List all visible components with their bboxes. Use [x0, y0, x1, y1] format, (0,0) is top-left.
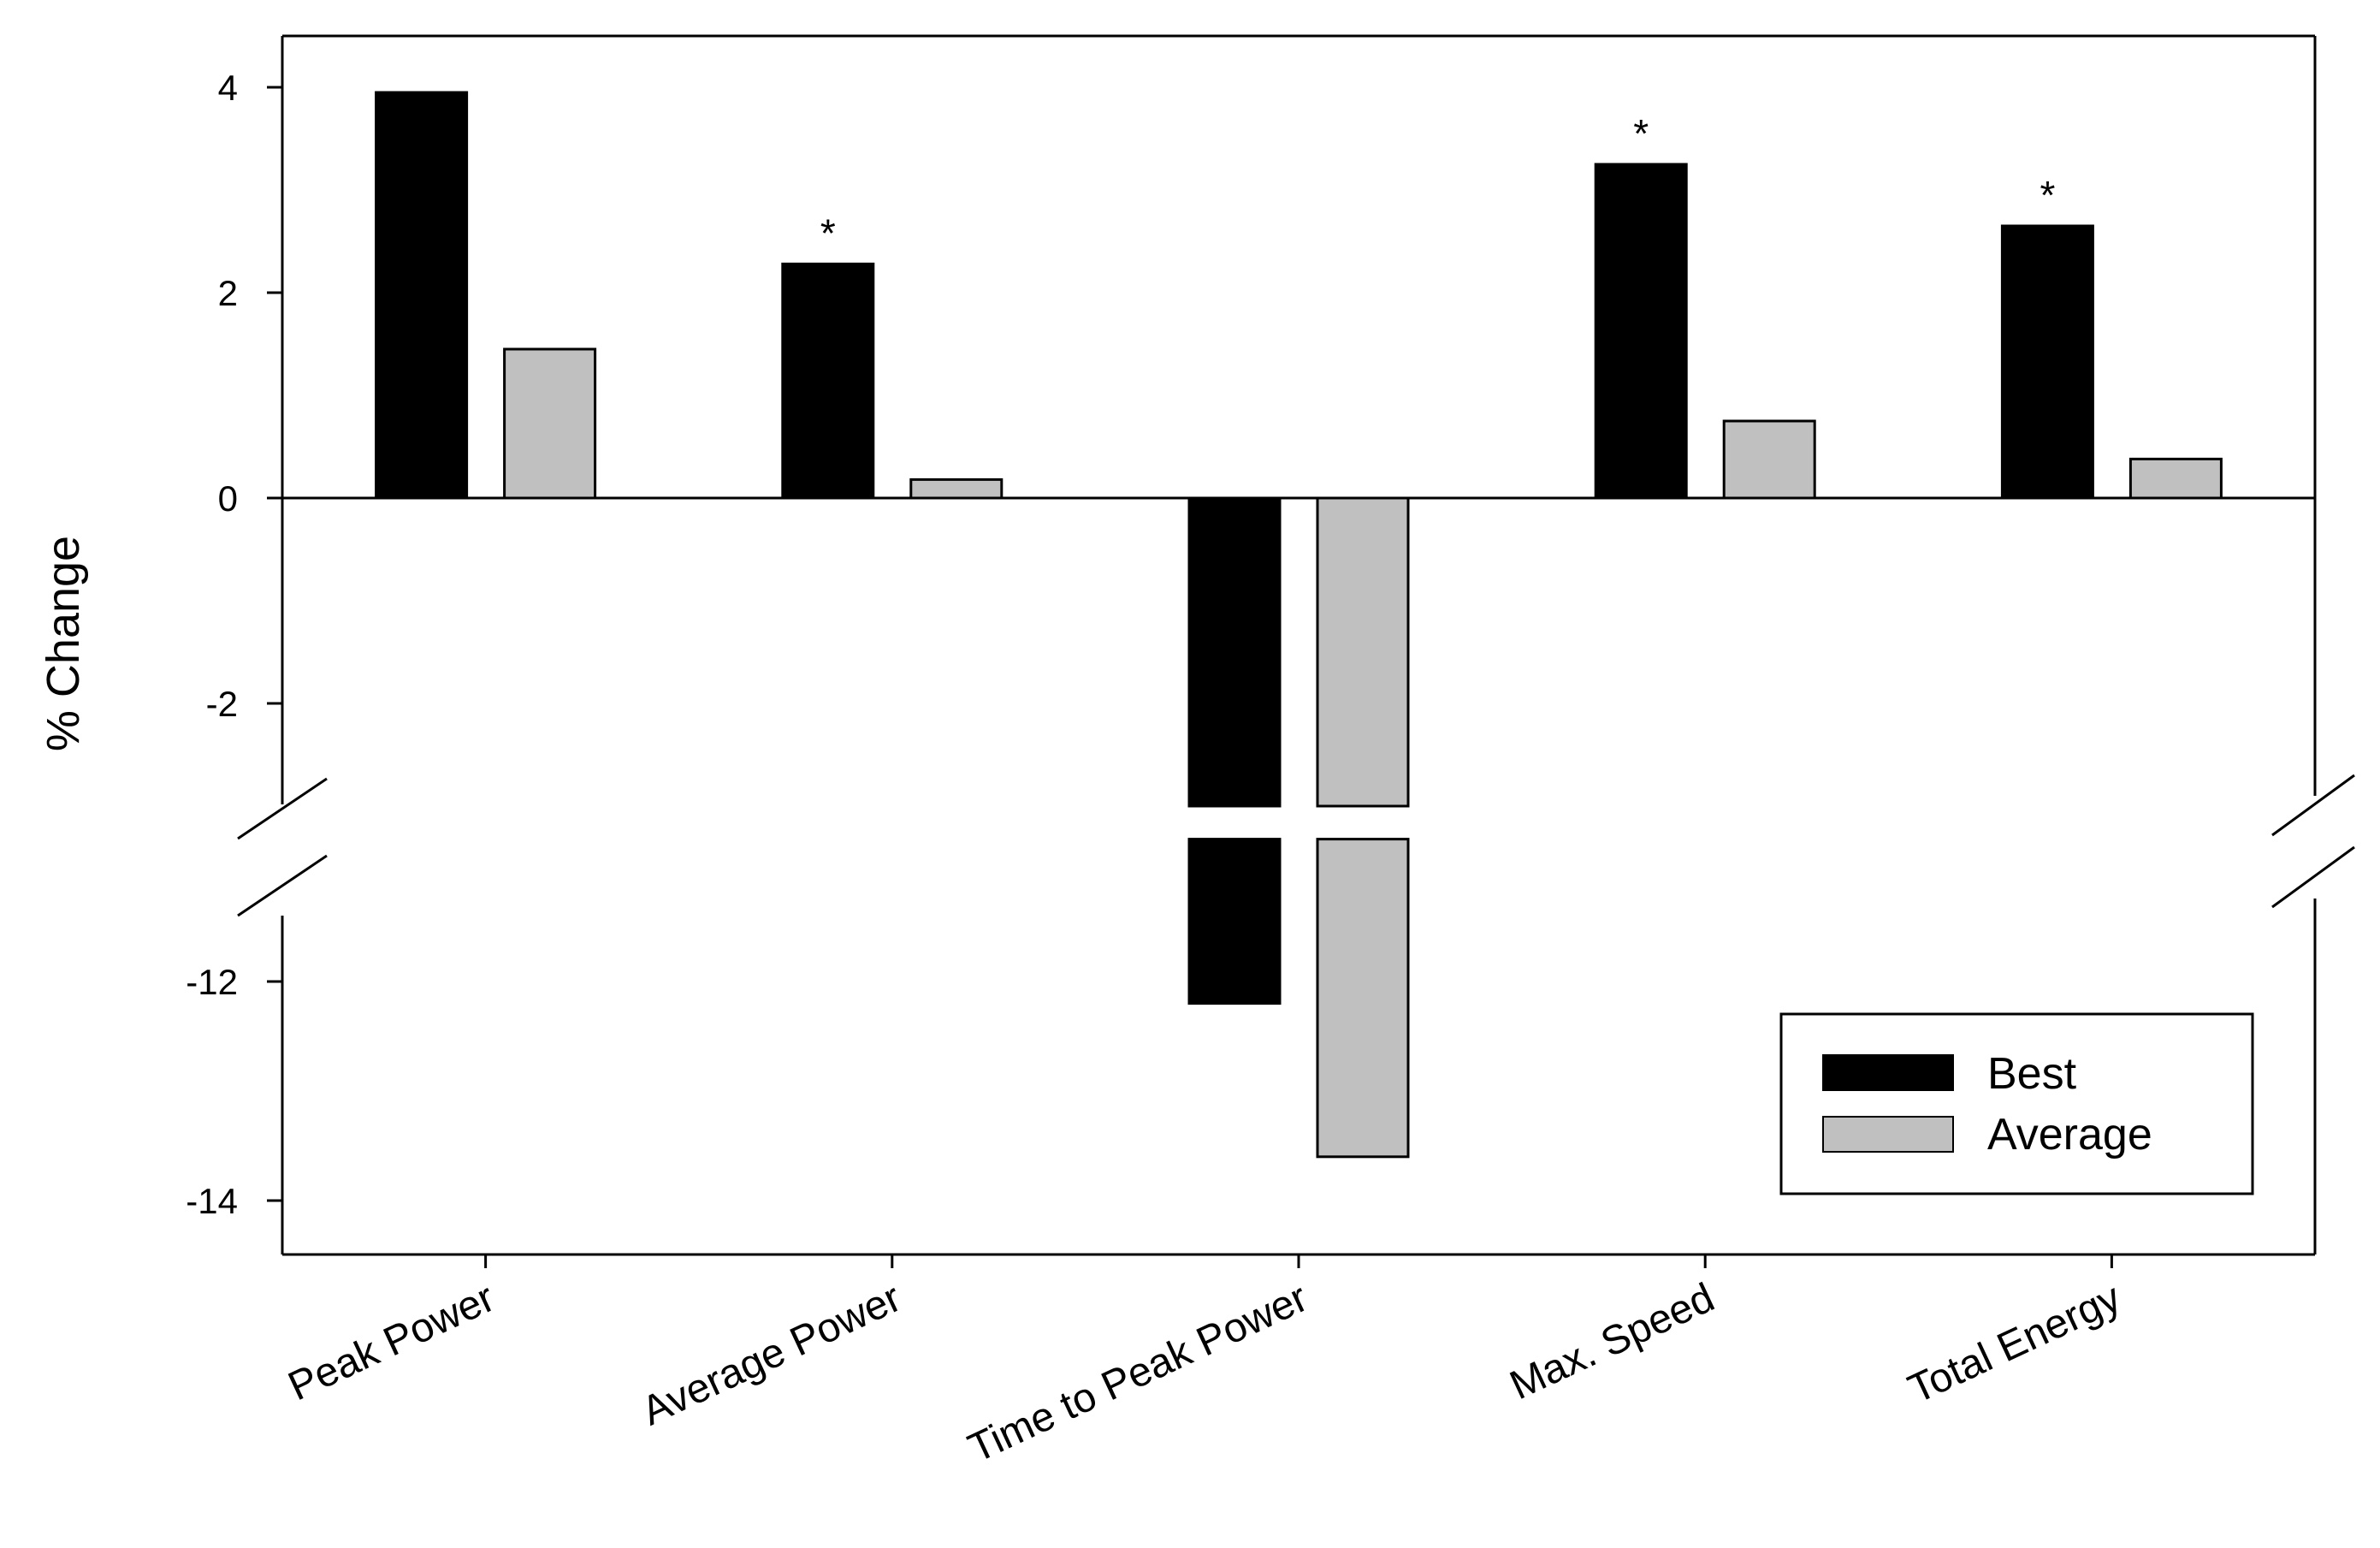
- category-label-peak-power: Peak Power: [281, 1275, 501, 1409]
- category-labels-group: Peak Power Average Power Time to Peak Powe…: [281, 1275, 2128, 1472]
- y-axis-label: % Change: [38, 536, 89, 751]
- axis-break-mark-right-1: [2271, 774, 2355, 837]
- bar-average-average-power: [909, 477, 1004, 500]
- significance-star-total-energy: *: [2040, 173, 2055, 217]
- bar-best-peak-power: [375, 91, 469, 500]
- legend: Best Average: [1779, 1012, 2254, 1195]
- y-tick-label-upper-1: 0: [218, 478, 238, 519]
- bar-best-average-power: [781, 262, 875, 500]
- axes-group: [237, 34, 2355, 1256]
- category-label-max-speed: Max. Speed: [1503, 1275, 1721, 1409]
- axis-break-mark-right-2: [2271, 845, 2355, 909]
- legend-swatch-average: [1822, 1116, 1954, 1153]
- bar-best-time-to-peak-power-upper: [1187, 496, 1282, 808]
- y-tick-label-lower-0: -14: [186, 1181, 238, 1221]
- y-tick-label-upper-0: -2: [206, 684, 238, 724]
- bar-average-peak-power: [503, 347, 597, 500]
- category-label-average-power: Average Power: [635, 1275, 908, 1434]
- legend-box: [1779, 1012, 2254, 1195]
- legend-label-average: Average: [1987, 1110, 2152, 1160]
- significance-star-max-speed: *: [1633, 111, 1649, 156]
- bar-average-time-to-peak-power-upper: [1316, 496, 1410, 808]
- y-tick-label-lower-1: -12: [186, 962, 238, 1002]
- bar-best-total-energy: [2000, 224, 2094, 500]
- significance-star-average-power: *: [820, 211, 836, 255]
- bar-average-total-energy: [2128, 457, 2223, 500]
- y-tick-label-upper-3: 4: [218, 68, 238, 108]
- bars-group: [375, 91, 2223, 1159]
- bar-average-time-to-peak-power-lower: [1316, 838, 1410, 1159]
- axis-break-mark-left-1: [237, 777, 328, 840]
- y-tick-label-upper-2: 2: [218, 273, 238, 313]
- bar-average-max-speed: [1722, 419, 1816, 500]
- legend-label-best: Best: [1987, 1049, 2077, 1099]
- category-label-time-to-peak-power: Time to Peak Power: [962, 1275, 1314, 1472]
- legend-swatch-best: [1822, 1054, 1954, 1091]
- category-label-total-energy: Total Energy: [1902, 1275, 2128, 1413]
- ticks-group: -2 0 2 4 -14 -12: [186, 68, 2113, 1268]
- significance-group: * * *: [820, 111, 2056, 255]
- bar-best-time-to-peak-power-lower: [1187, 838, 1282, 1005]
- bar-best-max-speed: [1594, 163, 1688, 500]
- axis-break-mark-left-2: [237, 854, 328, 917]
